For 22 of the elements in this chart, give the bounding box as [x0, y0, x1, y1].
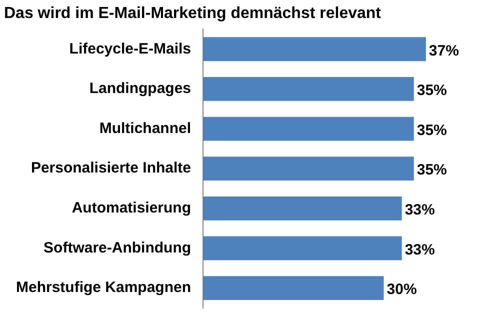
bar [203, 37, 426, 62]
y-tick-label: Mehrstufige Kampagnen [16, 279, 192, 296]
data-label: 35% [416, 82, 447, 100]
bar [203, 76, 414, 101]
y-tick-label: Multichannel [99, 120, 192, 137]
data-label: 37% [428, 42, 459, 60]
bar [203, 196, 402, 220]
chart-title: Das wird im E-Mail-Marketing demnächst relevant [4, 5, 382, 22]
y-tick-label: Software-Anbindung [44, 239, 192, 256]
data-label: 35% [416, 162, 447, 179]
data-label: 33% [404, 241, 435, 258]
bar [203, 276, 384, 300]
y-tick-label: Landingpages [89, 80, 192, 98]
data-label: 30% [386, 281, 417, 298]
bar [203, 116, 414, 141]
data-label: 35% [416, 122, 447, 139]
y-tick-label: Automatisierung [72, 200, 192, 217]
bar [203, 156, 414, 181]
bar [203, 236, 402, 260]
y-tick-label: Personalisierte Inhalte [30, 160, 192, 177]
y-tick-label: Lifecycle-E-Mails [69, 40, 192, 58]
data-label: 33% [404, 202, 435, 219]
